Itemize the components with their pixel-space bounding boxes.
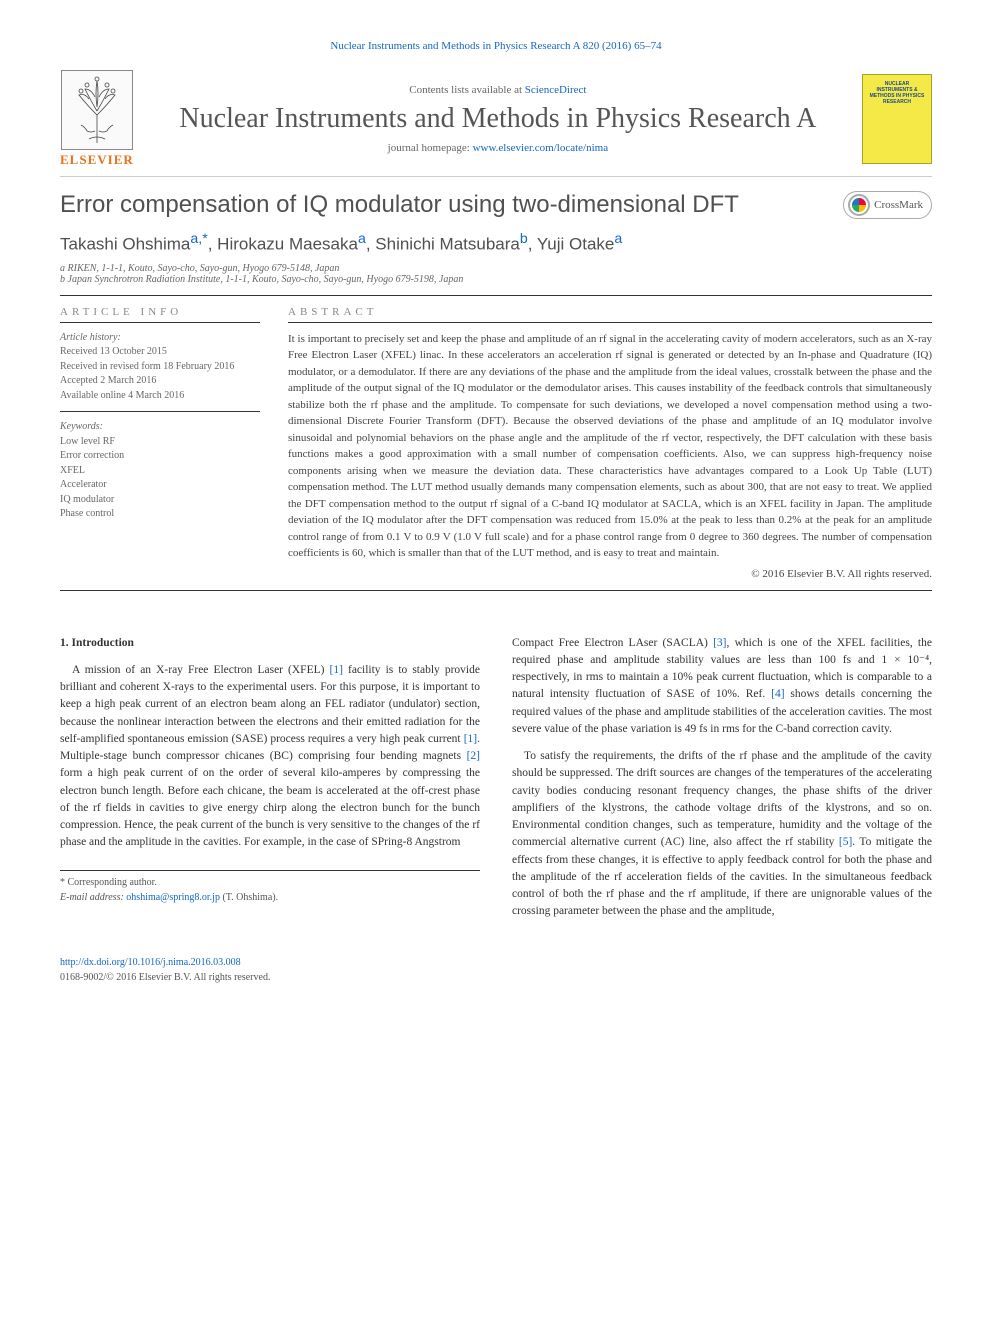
sciencedirect-link[interactable]: ScienceDirect — [525, 84, 587, 96]
author-4[interactable]: , Yuji Otake — [528, 235, 615, 254]
keyword-4: Accelerator — [60, 478, 260, 493]
email-row: E-mail address: ohshima@spring8.or.jp (T… — [60, 890, 480, 905]
author-1-affil: a, — [190, 231, 202, 247]
homepage-url[interactable]: www.elsevier.com/locate/nima — [473, 142, 609, 154]
history-online: Available online 4 March 2016 — [60, 389, 260, 404]
abstract-body: It is important to precisely set and kee… — [288, 331, 932, 562]
p1-t1: A mission of an X-ray Free Electron Lase… — [72, 664, 330, 676]
article-title: Error compensation of IQ modulator using… — [60, 191, 739, 219]
p1-t4: form a high peak current of on the order… — [60, 767, 480, 848]
publisher-logo: ELSEVIER — [60, 70, 134, 168]
cite-5[interactable]: [5] — [839, 836, 852, 848]
hr-divider-dark — [60, 295, 932, 296]
cite-1a[interactable]: [1] — [330, 664, 343, 676]
author-1[interactable]: Takashi Ohshima — [60, 235, 190, 254]
journal-cover-thumb: NUCLEAR INSTRUMENTS & METHODS IN PHYSICS… — [862, 74, 932, 164]
elsevier-tree-icon — [61, 70, 133, 150]
body-para-2: Compact Free Electron LAser (SACLA) [3],… — [512, 635, 932, 739]
email-lead: E-mail address: — [60, 892, 126, 903]
history-revised: Received in revised form 18 February 201… — [60, 360, 260, 375]
elsevier-word: ELSEVIER — [60, 152, 134, 168]
abstract-hdr: ABSTRACT — [288, 306, 932, 323]
email-who: (T. Ohshima). — [220, 892, 278, 903]
article-info-hdr: ARTICLE INFO — [60, 306, 260, 323]
body-para-3: To satisfy the requirements, the drifts … — [512, 748, 932, 921]
crossmark-label: CrossMark — [874, 199, 923, 211]
keywords-block: Keywords: Low level RF Error correction … — [60, 420, 260, 522]
crossmark-badge[interactable]: CrossMark — [843, 191, 932, 219]
corr-label: * Corresponding author. — [60, 875, 480, 890]
cover-title: NUCLEAR INSTRUMENTS & METHODS IN PHYSICS… — [867, 81, 927, 105]
abstract-copyright: © 2016 Elsevier B.V. All rights reserved… — [288, 568, 932, 580]
body-col-left: 1. Introduction A mission of an X-ray Fr… — [60, 635, 480, 985]
header-center: Contents lists available at ScienceDirec… — [134, 84, 862, 154]
cite-2[interactable]: [2] — [467, 750, 480, 762]
hr-divider — [60, 176, 932, 177]
article-history: Article history: Received 13 October 201… — [60, 331, 260, 413]
cite-1b[interactable]: [1] — [464, 733, 477, 745]
doi-link[interactable]: http://dx.doi.org/10.1016/j.nima.2016.03… — [60, 955, 480, 970]
keyword-label: Keywords: — [60, 420, 260, 435]
title-row: Error compensation of IQ modulator using… — [60, 191, 932, 231]
author-3[interactable]: , Shinichi Matsubara — [366, 235, 520, 254]
author-2[interactable]: , Hirokazu Maesaka — [208, 235, 358, 254]
p3-t1: To satisfy the requirements, the drifts … — [512, 750, 932, 848]
keyword-1: Low level RF — [60, 435, 260, 450]
contents-lead: Contents lists available at — [409, 84, 524, 96]
cite-3[interactable]: [3] — [713, 637, 726, 649]
history-received: Received 13 October 2015 — [60, 345, 260, 360]
history-label: Article history: — [60, 331, 260, 346]
doi-block: http://dx.doi.org/10.1016/j.nima.2016.03… — [60, 955, 480, 985]
keyword-3: XFEL — [60, 464, 260, 479]
affiliations: a RIKEN, 1-1-1, Kouto, Sayo-cho, Sayo-gu… — [60, 263, 932, 285]
journal-ref-link[interactable]: Nuclear Instruments and Methods in Physi… — [60, 40, 932, 52]
keyword-2: Error correction — [60, 449, 260, 464]
authors: Takashi Ohshimaa,*, Hirokazu Maesakaa, S… — [60, 231, 932, 255]
affiliation-b: b Japan Synchrotron Radiation Institute,… — [60, 274, 932, 285]
history-accepted: Accepted 2 March 2016 — [60, 374, 260, 389]
article-info-col: ARTICLE INFO Article history: Received 1… — [60, 306, 260, 580]
journal-title: Nuclear Instruments and Methods in Physi… — [134, 102, 862, 136]
header: ELSEVIER Contents lists available at Sci… — [60, 70, 932, 168]
p1-t2: facility is to stably provide brilliant … — [60, 664, 480, 745]
contents-available: Contents lists available at ScienceDirec… — [134, 84, 862, 96]
keyword-6: Phase control — [60, 507, 260, 522]
author-4-affil: a — [614, 231, 622, 247]
p2-t1: Compact Free Electron LAser (SACLA) — [512, 637, 713, 649]
crossmark-icon — [848, 194, 870, 216]
issn-line: 0168-9002/© 2016 Elsevier B.V. All right… — [60, 970, 480, 985]
body-para-1: A mission of an X-ray Free Electron Lase… — [60, 662, 480, 852]
keyword-5: IQ modulator — [60, 493, 260, 508]
author-3-affil: b — [520, 231, 528, 247]
email-link[interactable]: ohshima@spring8.or.jp — [126, 892, 220, 903]
p3-t2: . To mitigate the effects from these cha… — [512, 836, 932, 917]
body-col-right: Compact Free Electron LAser (SACLA) [3],… — [512, 635, 932, 985]
cite-4[interactable]: [4] — [771, 688, 784, 700]
body-columns: 1. Introduction A mission of an X-ray Fr… — [60, 635, 932, 985]
author-2-affil: a — [358, 231, 366, 247]
affiliation-a: a RIKEN, 1-1-1, Kouto, Sayo-cho, Sayo-gu… — [60, 263, 932, 274]
journal-homepage: journal homepage: www.elsevier.com/locat… — [134, 142, 862, 154]
section-1-heading: 1. Introduction — [60, 635, 480, 652]
info-abstract-row: ARTICLE INFO Article history: Received 1… — [60, 306, 932, 580]
hr-divider-dark-2 — [60, 590, 932, 591]
homepage-lead: journal homepage: — [388, 142, 473, 154]
corr-author-footer: * Corresponding author. E-mail address: … — [60, 870, 480, 905]
abstract-col: ABSTRACT It is important to precisely se… — [288, 306, 932, 580]
